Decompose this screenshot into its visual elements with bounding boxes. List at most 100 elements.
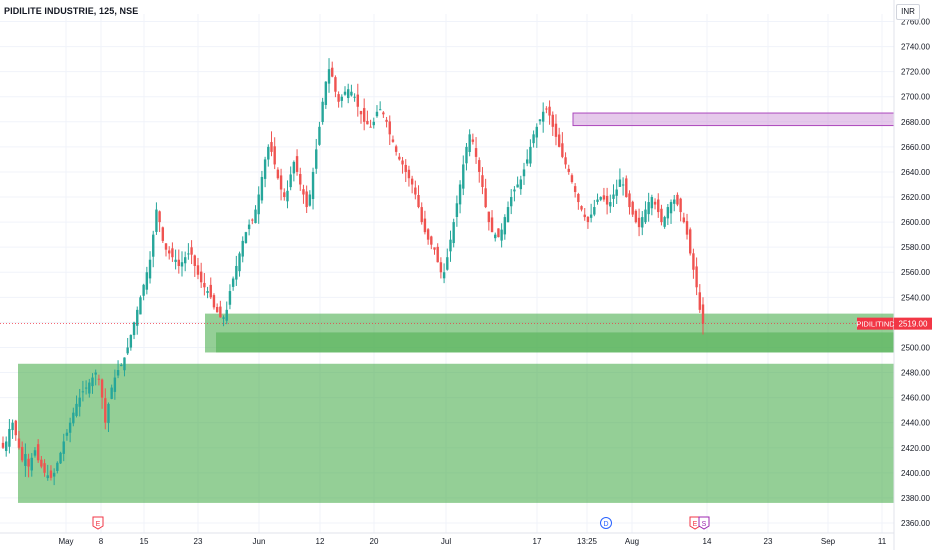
candle[interactable] — [500, 223, 503, 248]
candle[interactable] — [676, 192, 679, 207]
candle[interactable] — [244, 231, 248, 244]
candle[interactable] — [139, 295, 142, 315]
candle[interactable] — [183, 251, 187, 272]
candle[interactable] — [180, 251, 184, 277]
candle[interactable] — [375, 105, 379, 118]
candle[interactable] — [161, 226, 165, 244]
candle[interactable] — [145, 266, 149, 295]
candle[interactable] — [321, 97, 324, 125]
symbol-title[interactable]: PIDILITE INDUSTRIE, 125, NSE — [4, 6, 139, 16]
candle[interactable] — [168, 246, 171, 260]
candle[interactable] — [685, 213, 689, 240]
candle[interactable] — [414, 180, 417, 200]
candle[interactable] — [526, 149, 529, 167]
candle[interactable] — [439, 257, 443, 279]
candle[interactable] — [660, 204, 663, 226]
candle[interactable] — [91, 373, 94, 394]
candle[interactable] — [490, 210, 494, 233]
candle[interactable] — [366, 110, 369, 125]
candle[interactable] — [478, 157, 481, 183]
candle[interactable] — [33, 447, 37, 458]
candle[interactable] — [174, 249, 177, 270]
candle[interactable] — [308, 190, 312, 207]
candle[interactable] — [519, 175, 523, 195]
candle[interactable] — [609, 194, 612, 213]
candle[interactable] — [481, 167, 484, 195]
candle[interactable] — [72, 407, 75, 427]
candle[interactable] — [599, 196, 602, 202]
candle[interactable] — [27, 453, 30, 478]
candle[interactable] — [458, 180, 462, 214]
candle[interactable] — [136, 306, 139, 335]
candle[interactable] — [148, 251, 152, 284]
candle[interactable] — [142, 283, 145, 301]
candle[interactable] — [343, 86, 347, 96]
candle[interactable] — [602, 187, 606, 202]
candle[interactable] — [580, 205, 583, 212]
candle[interactable] — [510, 189, 513, 215]
candle[interactable] — [152, 230, 155, 268]
candle[interactable] — [417, 185, 420, 209]
candle[interactable] — [84, 380, 88, 395]
candle[interactable] — [219, 300, 222, 318]
candle[interactable] — [484, 178, 487, 209]
candle[interactable] — [637, 208, 641, 237]
candle[interactable] — [474, 137, 478, 164]
candle[interactable] — [302, 184, 305, 204]
candle[interactable] — [40, 455, 43, 469]
candle[interactable] — [407, 165, 411, 187]
candle[interactable] — [81, 380, 85, 402]
candle[interactable] — [430, 235, 433, 250]
candle[interactable] — [398, 153, 401, 161]
candle[interactable] — [132, 321, 136, 340]
candle[interactable] — [612, 184, 615, 208]
candle[interactable] — [78, 388, 81, 417]
candle[interactable] — [187, 243, 190, 260]
candle[interactable] — [410, 175, 414, 194]
candle[interactable] — [692, 248, 695, 279]
candle[interactable] — [65, 429, 69, 441]
candle[interactable] — [8, 419, 11, 454]
candle[interactable] — [311, 167, 315, 210]
candle[interactable] — [631, 200, 634, 217]
candle[interactable] — [279, 168, 283, 201]
candle[interactable] — [199, 262, 203, 288]
candle[interactable] — [666, 204, 670, 226]
candle[interactable] — [382, 111, 385, 118]
price-axis[interactable]: 2760.00 2740.00 2720.00 2700.00 2680.00 2660.… — [893, 0, 932, 550]
candle[interactable] — [618, 168, 622, 187]
candle[interactable] — [241, 236, 244, 263]
candle[interactable] — [46, 464, 49, 481]
candle[interactable] — [334, 75, 337, 98]
candle[interactable] — [567, 164, 570, 175]
candle[interactable] — [52, 468, 56, 486]
candle[interactable] — [305, 185, 308, 214]
candle[interactable] — [548, 100, 551, 125]
candle[interactable] — [126, 337, 129, 355]
candle[interactable] — [116, 360, 120, 379]
candle[interactable] — [570, 173, 574, 184]
candle[interactable] — [4, 436, 8, 457]
candle[interactable] — [254, 205, 257, 224]
candle[interactable] — [231, 276, 235, 291]
candle[interactable] — [110, 384, 113, 400]
candle[interactable] — [625, 175, 628, 198]
candle[interactable] — [30, 453, 33, 477]
candle[interactable] — [605, 187, 609, 215]
candle[interactable] — [283, 188, 286, 201]
candle[interactable] — [401, 156, 404, 174]
candle[interactable] — [471, 133, 475, 145]
candle[interactable] — [299, 167, 302, 191]
candle[interactable] — [615, 179, 618, 205]
candle[interactable] — [394, 144, 398, 156]
candle[interactable] — [123, 357, 126, 377]
candle[interactable] — [362, 98, 366, 131]
candle[interactable] — [586, 216, 590, 229]
candle[interactable] — [593, 199, 596, 217]
candle[interactable] — [353, 93, 356, 102]
candle[interactable] — [164, 243, 168, 257]
candle[interactable] — [404, 159, 407, 183]
candle[interactable] — [564, 152, 567, 169]
candle[interactable] — [158, 210, 161, 233]
candle[interactable] — [420, 202, 423, 225]
